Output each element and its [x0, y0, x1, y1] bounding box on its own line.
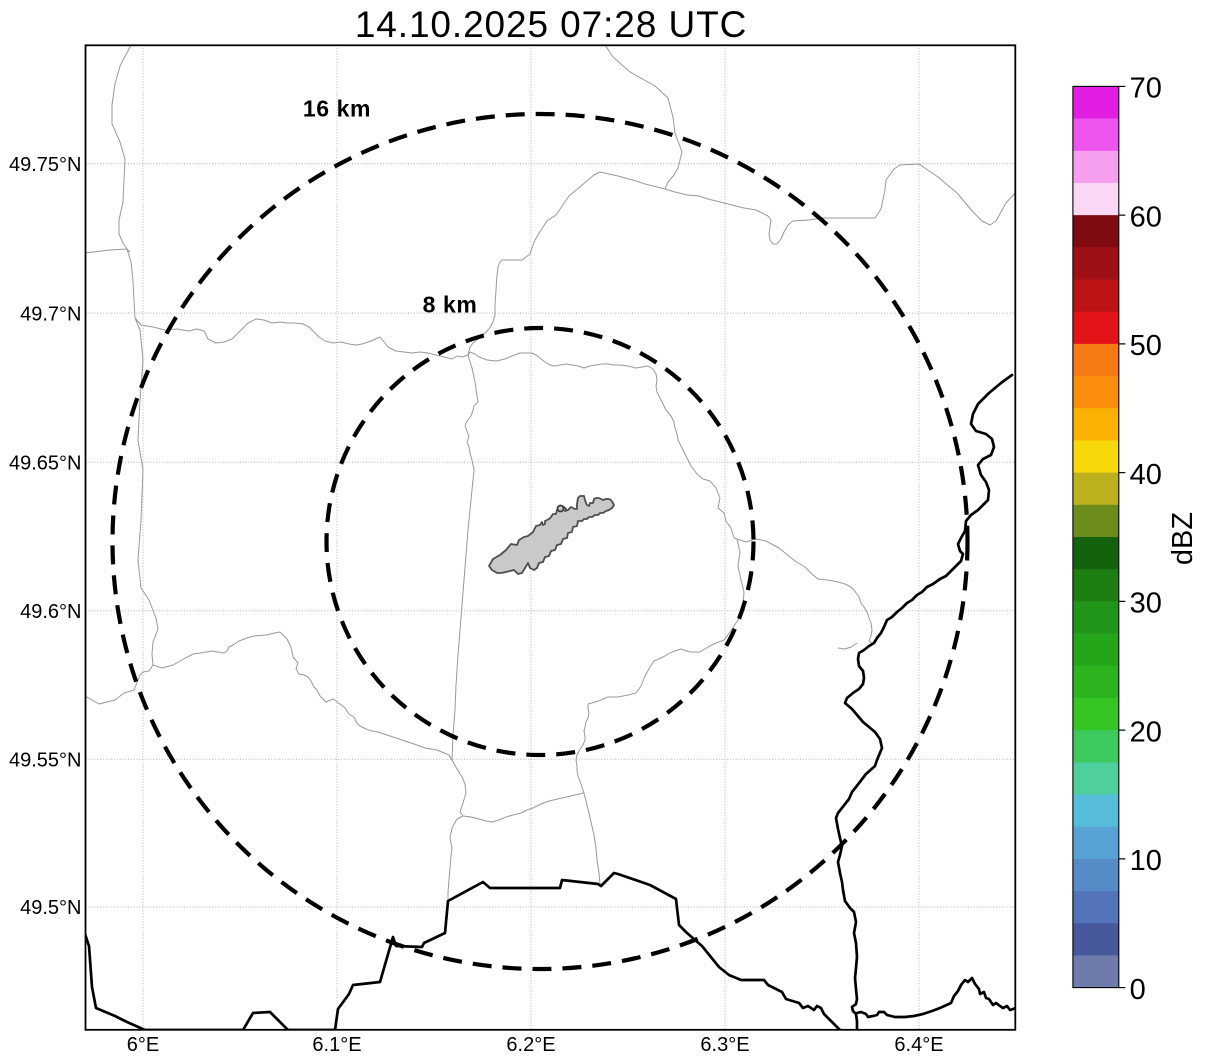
svg-text:49.7°N: 49.7°N [20, 303, 81, 325]
svg-text:40: 40 [1130, 459, 1162, 491]
svg-text:8 km: 8 km [423, 292, 478, 318]
svg-text:70: 70 [1130, 73, 1162, 105]
svg-text:49.5°N: 49.5°N [20, 897, 81, 919]
svg-text:20: 20 [1130, 716, 1162, 748]
svg-text:30: 30 [1130, 588, 1162, 620]
svg-text:6°E: 6°E [127, 1034, 159, 1056]
svg-text:14.10.2025 07:28 UTC: 14.10.2025 07:28 UTC [355, 4, 747, 45]
svg-text:16 km: 16 km [303, 96, 371, 122]
svg-text:0: 0 [1130, 974, 1146, 1006]
svg-text:6.4°E: 6.4°E [894, 1034, 943, 1056]
svg-text:49.75°N: 49.75°N [9, 154, 82, 176]
svg-text:49.65°N: 49.65°N [9, 453, 82, 475]
svg-text:60: 60 [1130, 201, 1162, 233]
svg-text:6.1°E: 6.1°E [312, 1034, 361, 1056]
svg-text:49.6°N: 49.6°N [20, 601, 81, 623]
svg-text:6.2°E: 6.2°E [506, 1034, 555, 1056]
svg-text:6.3°E: 6.3°E [700, 1034, 749, 1056]
svg-text:10: 10 [1130, 845, 1162, 877]
svg-text:49.55°N: 49.55°N [9, 749, 82, 771]
svg-text:50: 50 [1130, 330, 1162, 362]
svg-text:dBZ: dBZ [1167, 512, 1199, 565]
